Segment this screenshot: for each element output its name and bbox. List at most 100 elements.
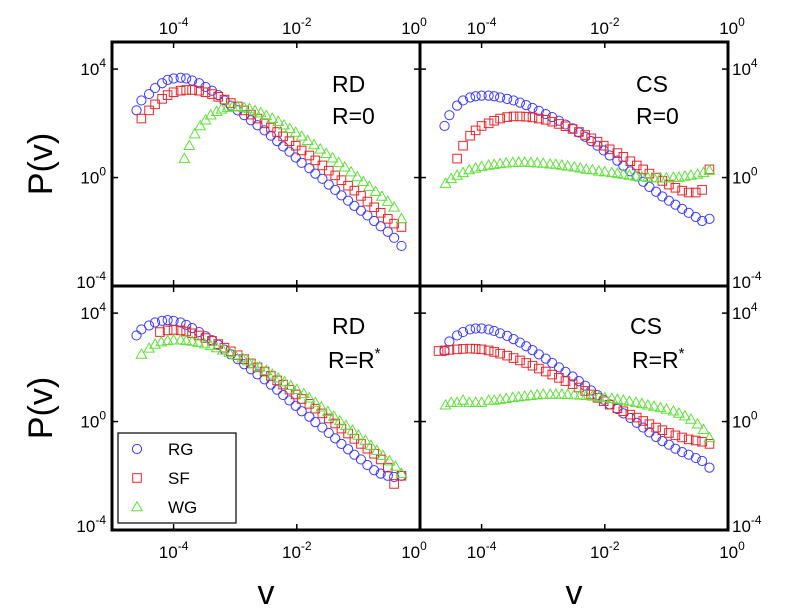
data-point-rg [663, 195, 675, 206]
data-point-wg [395, 467, 408, 478]
data-point-wg [327, 409, 340, 421]
data-point-rg [290, 152, 301, 163]
data-point-rg [547, 357, 558, 369]
data-point-rg [470, 91, 481, 102]
data-point-sf [638, 416, 648, 426]
data-point-rg [369, 465, 380, 476]
y-tick-label: 104 [80, 56, 106, 79]
data-point-sf [336, 175, 347, 185]
y-tick-label: 100 [732, 409, 758, 432]
data-point-wg [260, 109, 273, 121]
data-point-wg [537, 388, 550, 399]
data-point-wg [445, 172, 458, 184]
data-point-rg [265, 130, 277, 141]
data-point-rg [457, 95, 469, 106]
data-point-sf [521, 358, 532, 368]
data-point-rg [683, 449, 694, 460]
x-axis-label-left: v [258, 574, 275, 612]
data-point-wg [198, 337, 211, 349]
data-point-wg [192, 336, 205, 347]
data-point-wg [623, 395, 636, 406]
data-point-wg [326, 151, 339, 163]
data-point-rg [502, 330, 513, 341]
data-point-sf [567, 124, 578, 134]
data-point-sf [508, 353, 519, 363]
data-point-sf [343, 180, 353, 191]
data-point-sf [604, 144, 615, 155]
legend-label-rg: RG [168, 440, 194, 459]
data-point-rg [439, 120, 450, 132]
y-tick-label: 10-4 [76, 513, 106, 536]
data-point-sf [670, 430, 681, 441]
data-point-rg [697, 215, 708, 227]
y-tick-label: 104 [732, 300, 758, 323]
data-point-wg [221, 101, 234, 112]
legend-marker-wg [130, 500, 144, 512]
data-point-sf [515, 111, 525, 122]
data-point-sf [586, 133, 596, 144]
data-point-rg [495, 328, 506, 339]
data-point-rg [252, 120, 263, 131]
data-point-wg [635, 397, 648, 409]
data-point-wg [506, 391, 519, 403]
data-point-wg [512, 156, 525, 167]
data-point-wg [586, 163, 599, 175]
data-point-wg [359, 434, 372, 445]
data-point-rg [194, 78, 205, 89]
data-point-wg [456, 394, 470, 405]
data-point-sf [200, 333, 211, 343]
data-point-rg [131, 330, 142, 341]
data-point-sf [150, 99, 160, 110]
data-point-sf [677, 432, 687, 443]
data-point-sf [644, 419, 655, 429]
data-point-rg [296, 406, 307, 417]
data-point-rg [604, 150, 615, 161]
data-point-sf [356, 191, 366, 201]
data-point-sf [508, 111, 519, 122]
data-point-wg [580, 389, 593, 400]
data-point-wg [451, 168, 464, 180]
data-point-rg [375, 468, 386, 479]
data-point-wg [549, 388, 562, 399]
data-point-rg [704, 462, 715, 473]
data-point-rg [502, 93, 513, 104]
y-tick-label: 100 [80, 165, 106, 188]
data-point-wg [574, 161, 587, 173]
panel-2-points [131, 315, 408, 489]
data-point-rg [162, 74, 173, 85]
data-point-sf [567, 379, 578, 389]
data-point-wg [254, 106, 267, 118]
data-point-wg [684, 168, 697, 180]
data-point-rg [657, 436, 668, 447]
data-point-wg [272, 371, 285, 383]
data-point-wg [174, 333, 187, 345]
data-point-wg [586, 389, 599, 401]
x-tick-label: 100 [719, 539, 745, 562]
data-point-rg [533, 105, 544, 116]
data-point-wg [364, 439, 378, 450]
data-point-rg [489, 325, 500, 337]
data-point-wg [194, 119, 207, 131]
data-point-wg [260, 364, 273, 376]
data-point-sf [389, 479, 399, 489]
data-point-rg [476, 323, 487, 334]
data-point-wg [223, 346, 236, 357]
data-point-wg [635, 170, 648, 182]
data-point-wg [388, 200, 401, 212]
data-point-rg [677, 203, 688, 214]
data-point-wg [309, 396, 322, 407]
data-point-wg [568, 388, 581, 400]
data-point-wg [370, 444, 384, 455]
data-point-wg [204, 108, 217, 120]
data-point-sf [489, 115, 499, 126]
data-point-sf [187, 85, 197, 95]
panel-annotation-cs-rstar-line2: R=R* [632, 345, 685, 373]
data-point-rg [573, 376, 585, 387]
data-point-rg [304, 411, 315, 422]
data-point-sf [207, 89, 217, 99]
data-point-wg [623, 168, 636, 180]
data-point-wg [180, 334, 193, 346]
data-point-rg [521, 100, 532, 111]
data-point-wg [629, 170, 642, 181]
data-point-rg [638, 422, 649, 433]
